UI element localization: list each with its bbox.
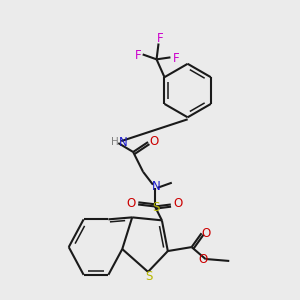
Text: O: O [149,135,159,148]
Text: N: N [119,136,128,148]
Text: N: N [152,180,160,193]
Text: S: S [145,270,153,283]
Text: F: F [173,52,180,65]
Text: S: S [152,201,160,214]
Text: O: O [173,197,182,210]
Text: F: F [157,32,164,45]
Text: H: H [111,137,119,147]
Text: O: O [202,227,211,240]
Text: O: O [199,254,208,266]
Text: F: F [134,49,141,62]
Text: O: O [127,197,136,210]
